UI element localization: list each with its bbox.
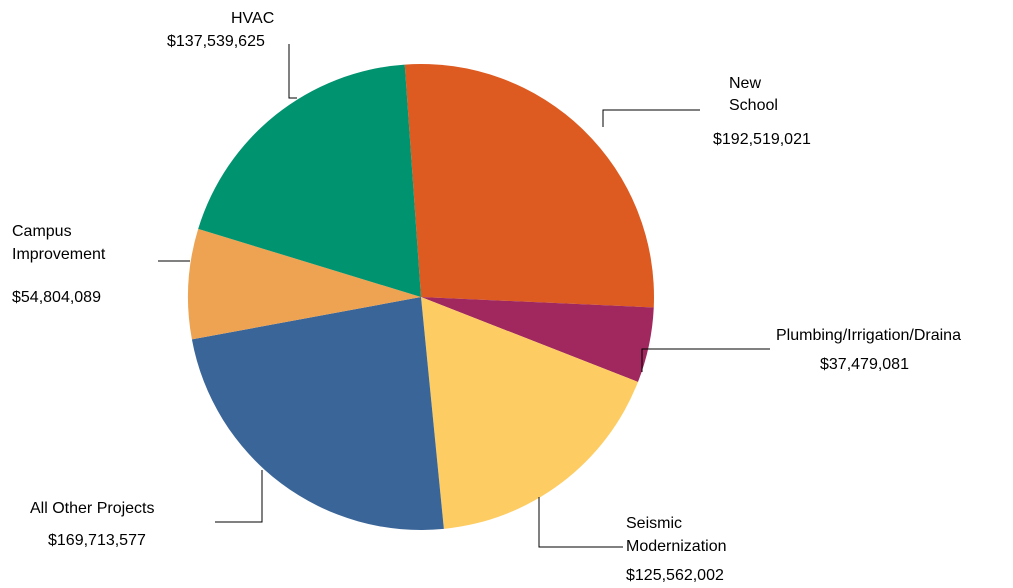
slice-label-campus-improvement-line-1: Campus	[12, 223, 72, 240]
slice-label-all-other-projects: All Other Projects $169,713,577	[30, 500, 154, 549]
pie-slice-hvac	[198, 64, 421, 297]
pie-slices	[188, 64, 654, 531]
slice-value-seismic: $125,562,002	[626, 567, 724, 584]
slice-label-hvac-line-1: HVAC	[231, 10, 274, 27]
leader-line-new-school	[602, 109, 700, 127]
slice-label-hvac: HVAC $137,539,625	[167, 10, 274, 50]
slice-label-all-other-projects-line-1: All Other Projects	[30, 500, 154, 517]
leader-lines	[158, 44, 770, 548]
pie-slice-all-other-projects	[191, 297, 444, 531]
slice-value-campus-improvement: $54,804,089	[12, 289, 101, 306]
slice-label-new-school-line-1: New	[729, 75, 761, 92]
leader-line-all-other-projects	[215, 470, 263, 523]
slice-label-seismic: Seismic Modernization $125,562,002	[626, 515, 727, 584]
slice-label-new-school-line-2: School	[729, 97, 778, 114]
pie-slice-campus-improvement	[188, 228, 421, 340]
slice-value-all-other-projects: $169,713,577	[48, 532, 146, 549]
slice-label-campus-improvement-line-2: Improvement	[12, 246, 106, 263]
pie-slice-plumbing	[421, 297, 654, 382]
leader-line-plumbing	[641, 348, 770, 372]
slice-label-plumbing: Plumbing/Irrigation/Draina $37,479,081	[776, 327, 961, 373]
slice-label-campus-improvement: Campus Improvement $54,804,089	[12, 223, 106, 306]
slice-value-hvac: $137,539,625	[167, 33, 265, 50]
slice-label-plumbing-line-1: Plumbing/Irrigation/Draina	[776, 327, 961, 344]
leader-line-seismic	[538, 497, 623, 548]
slice-value-new-school: $192,519,021	[713, 131, 811, 148]
leader-line-hvac	[288, 44, 297, 99]
pie-slice-new-school	[404, 64, 654, 308]
pie-slice-seismic	[421, 297, 638, 529]
slice-label-seismic-line-1: Seismic	[626, 515, 682, 532]
slice-value-plumbing: $37,479,081	[820, 356, 909, 373]
slice-label-seismic-line-2: Modernization	[626, 538, 727, 555]
slice-label-new-school: New School $192,519,021	[713, 75, 811, 148]
